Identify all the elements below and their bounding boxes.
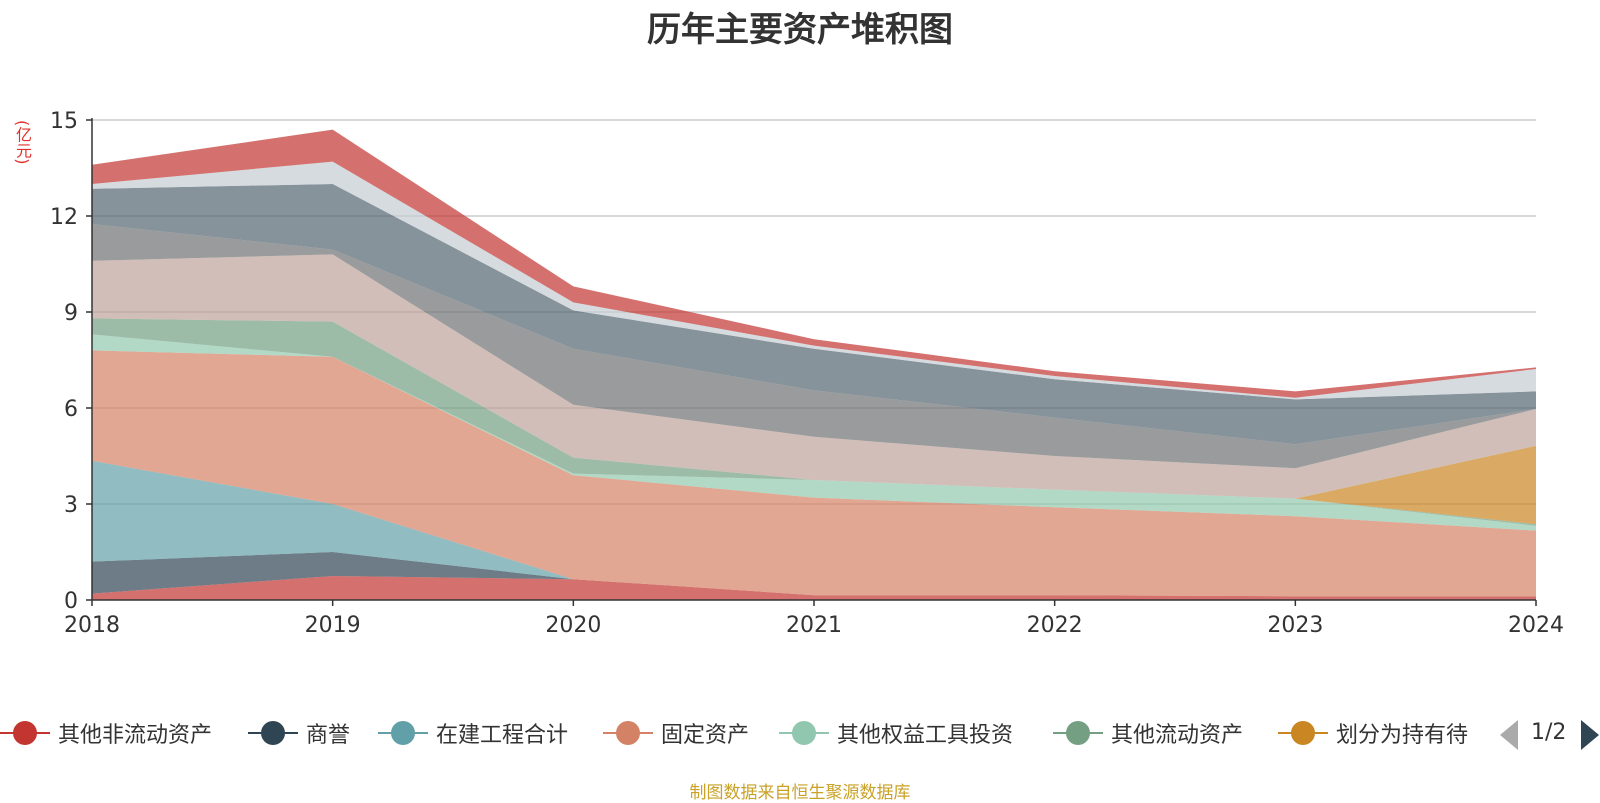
- area-series-2[interactable]: [92, 552, 1536, 597]
- chart-title: 历年主要资产堆积图: [647, 10, 953, 50]
- x-tick-label: 2018: [64, 613, 120, 638]
- legend: 其他非流动资产 商誉 在建工程合计 固定资产 其他权益工具投资 其他流动资产 划分为持有待: [0, 715, 1600, 755]
- y-tick-label: 6: [64, 397, 78, 422]
- legend-marker-icon: [779, 715, 829, 751]
- legend-marker-icon: [603, 715, 653, 751]
- x-tick-label: 2020: [545, 613, 601, 638]
- area-series-3[interactable]: [92, 460, 1536, 597]
- area-series-9[interactable]: [92, 224, 1536, 469]
- area-series-11[interactable]: [92, 161, 1536, 400]
- legend-marker-icon: [1278, 715, 1328, 751]
- legend-marker-icon: [248, 715, 298, 751]
- x-tick-label: 2019: [305, 613, 361, 638]
- area-series-7[interactable]: [92, 318, 1536, 525]
- legend-label: 划分为持有待: [1336, 723, 1469, 748]
- area-series-8[interactable]: [92, 254, 1536, 499]
- legend-label: 商誉: [306, 723, 351, 748]
- y-tick-label: 12: [50, 205, 78, 230]
- legend-prev-page-icon[interactable]: [1500, 720, 1518, 750]
- area-series: [92, 129, 1536, 600]
- area-series-1[interactable]: [92, 576, 1536, 600]
- legend-item[interactable]: 其他非流动资产: [0, 715, 212, 751]
- legend-label: 其他权益工具投资: [837, 723, 1014, 748]
- area-series-4[interactable]: [92, 350, 1536, 597]
- legend-marker-icon: [378, 715, 428, 751]
- legend-page-indicator: 1/2: [1531, 720, 1567, 745]
- x-tick-label: 2022: [1027, 613, 1083, 638]
- legend-label: 其他流动资产: [1111, 723, 1244, 748]
- legend-pager: 1/2: [1500, 718, 1600, 752]
- y-tick-label: 0: [64, 589, 78, 614]
- y-axis-unit-label: (亿元): [13, 120, 32, 165]
- legend-item[interactable]: 其他流动资产: [1053, 715, 1243, 751]
- y-tick-label: 15: [50, 109, 78, 134]
- legend-label: 在建工程合计: [436, 723, 569, 748]
- data-source-note: 制图数据来自恒生聚源数据库: [689, 783, 911, 803]
- y-tick-label: 9: [64, 301, 78, 326]
- legend-next-page-icon[interactable]: [1581, 720, 1599, 750]
- area-series-6[interactable]: [92, 318, 1536, 526]
- x-tick-label: 2023: [1267, 613, 1323, 638]
- legend-item[interactable]: 在建工程合计: [378, 715, 568, 751]
- stacked-area-chart: 0 3 6 9 12 15 2018 2019 2020 2021 2022 2023 2024: [50, 109, 1564, 638]
- legend-item[interactable]: 其他权益工具投资: [779, 715, 1013, 751]
- legend-label: 固定资产: [661, 723, 750, 748]
- legend-item[interactable]: 划分为持有待: [1278, 715, 1468, 751]
- x-tick-label: 2021: [786, 613, 842, 638]
- legend-item[interactable]: 固定资产: [603, 715, 749, 751]
- axes: 0 3 6 9 12 15 2018 2019 2020 2021 2022 2023 2024: [50, 109, 1564, 638]
- area-series-5[interactable]: [92, 334, 1536, 531]
- legend-marker-icon: [1053, 715, 1103, 751]
- area-series-10[interactable]: [92, 184, 1536, 445]
- legend-marker-icon: [0, 715, 50, 751]
- area-series-12[interactable]: [92, 129, 1536, 398]
- y-tick-label: 3: [64, 493, 78, 518]
- legend-label: 其他非流动资产: [58, 723, 213, 748]
- x-tick-label: 2024: [1508, 613, 1564, 638]
- legend-item[interactable]: 商誉: [248, 715, 350, 751]
